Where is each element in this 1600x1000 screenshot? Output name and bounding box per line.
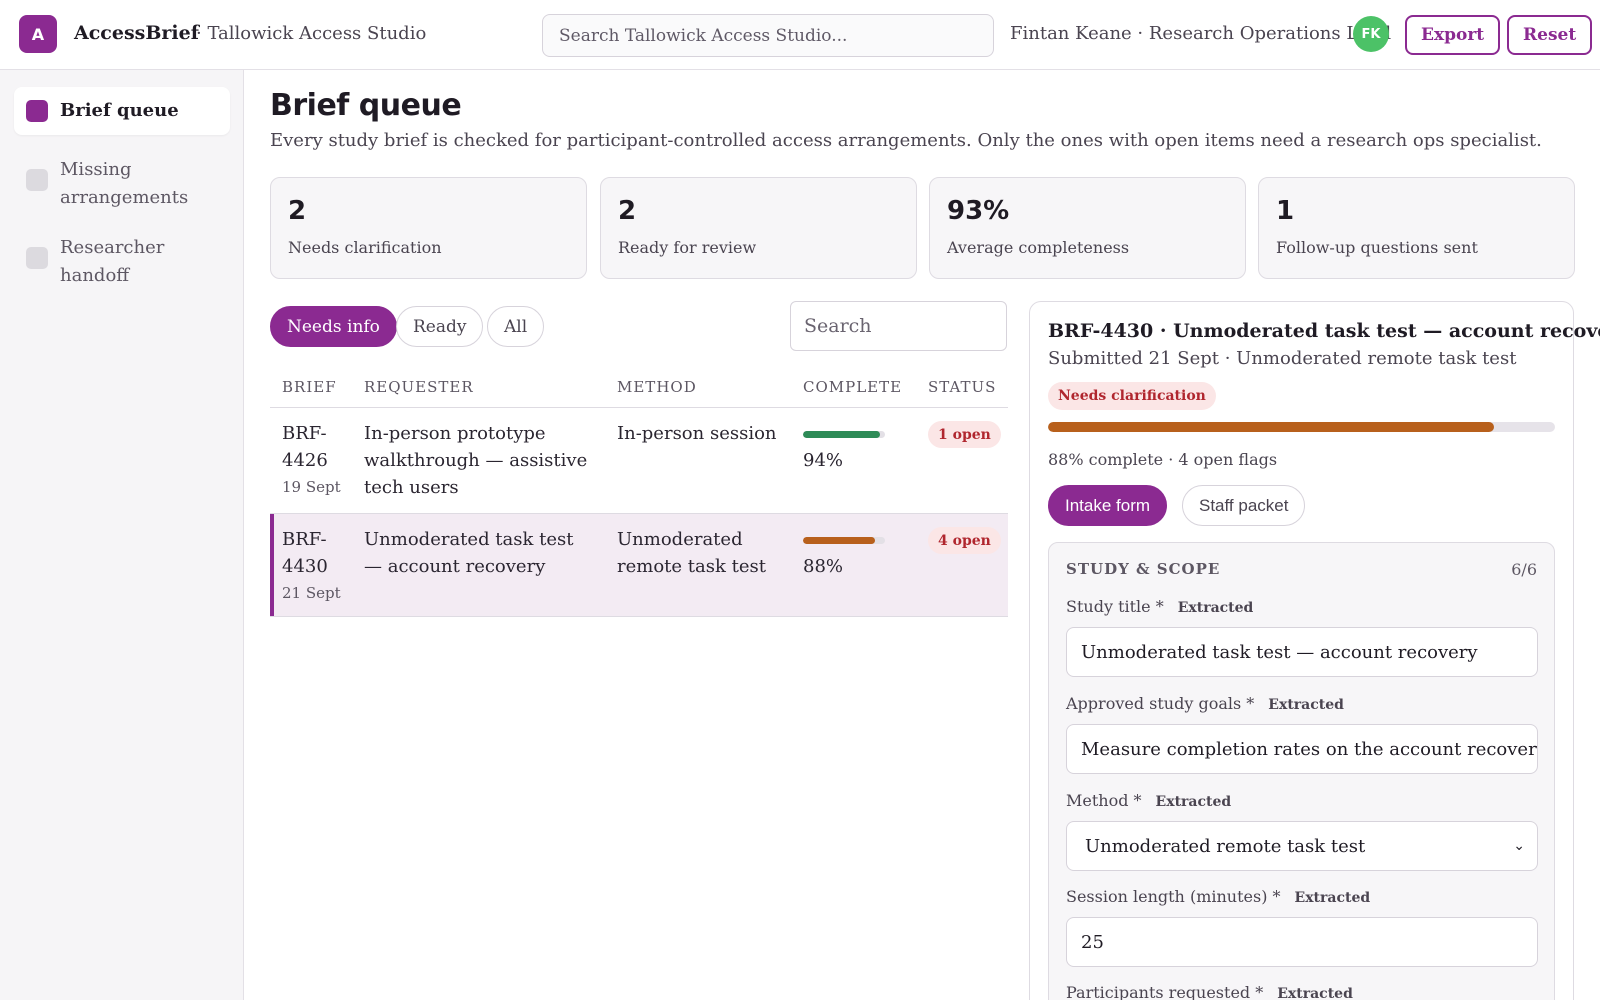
brief-queue-icon — [26, 100, 48, 122]
extracted-tag: Extracted — [1294, 890, 1371, 906]
column-header-status: STATUS — [928, 378, 997, 396]
brief-method: In-person session — [617, 423, 777, 444]
missing-arrangements-icon — [26, 169, 48, 191]
section-title: STUDY & SCOPE — [1066, 560, 1221, 578]
filter-ready[interactable]: Ready — [396, 306, 484, 347]
field-label-study-title: Study title * Extracted — [1066, 597, 1254, 616]
study-title-field[interactable]: Unmoderated task test — account recovery — [1066, 627, 1538, 677]
extracted-tag: Extracted — [1268, 697, 1344, 713]
stat-card-needs-clarification: 2 Needs clarification — [270, 177, 587, 279]
method-select-value: Unmoderated remote task test — [1085, 835, 1366, 857]
brief-date: 21 Sept — [282, 584, 341, 602]
brief-id: BRF- 4430 21 Sept — [282, 526, 341, 607]
column-header-requester: REQUESTER — [364, 378, 474, 396]
brief-detail-panel: BRF-4430 · Unmoderated task test — accou… — [1029, 301, 1600, 1000]
study-goals-field[interactable]: Measure completion rates on the account … — [1066, 724, 1538, 774]
stat-label: Follow-up questions sent — [1276, 238, 1478, 257]
detail-subtitle: Submitted 21 Sept · Unmoderated remote t… — [1048, 348, 1517, 369]
sidebar-item-brief-queue[interactable]: Brief queue — [14, 87, 230, 135]
filter-all[interactable]: All — [487, 306, 545, 347]
tab-staff-packet[interactable]: Staff packet — [1182, 485, 1306, 526]
brief-search-input[interactable] — [790, 301, 1007, 351]
table-divider — [270, 407, 1008, 408]
brief-complete: 94% — [803, 450, 844, 471]
extracted-tag: Extracted — [1277, 986, 1353, 1000]
column-header-method: METHOD — [617, 378, 697, 396]
field-label-session-length: Session length (minutes) * Extracted — [1066, 887, 1371, 906]
extracted-tag: Extracted — [1177, 600, 1254, 616]
section-count: 6/6 — [1511, 560, 1537, 579]
completeness-bar-fill — [803, 431, 881, 438]
stat-value: 2 — [618, 196, 637, 226]
app-logo: A — [19, 15, 57, 53]
stat-value: 1 — [1276, 196, 1295, 226]
avatar[interactable]: FK — [1353, 16, 1389, 52]
stat-card-ready-for-review: 2 Ready for review — [600, 177, 917, 279]
detail-progress-bar — [1048, 422, 1555, 432]
completeness-bar-fill — [803, 537, 876, 544]
extracted-tag: Extracted — [1155, 794, 1232, 810]
brief-id: BRF- 4426 19 Sept — [282, 420, 341, 501]
status-badge: 4 open — [928, 527, 1001, 554]
stat-card-average-completeness: 93% Average completeness — [929, 177, 1246, 279]
stat-label: Ready for review — [618, 238, 757, 257]
brief-requester: Unmoderated task test — account recovery — [364, 529, 574, 577]
sidebar: Brief queue Missing arrangements Researc… — [0, 70, 244, 1000]
stat-label: Average completeness — [947, 238, 1130, 257]
field-label-study-goals: Approved study goals * Extracted — [1066, 694, 1344, 713]
top-bar: A AccessBrief · Tallowick Access Studio … — [0, 0, 1600, 70]
org-name: · Tallowick Access Studio — [196, 23, 427, 44]
sidebar-item-missing-arrangements[interactable]: Missing arrangements — [14, 146, 230, 222]
method-select[interactable]: Unmoderated remote task test ⌄ — [1066, 821, 1538, 871]
filter-needs-info[interactable]: Needs info — [270, 306, 397, 347]
page-title: Brief queue — [270, 88, 462, 123]
stat-label: Needs clarification — [288, 238, 442, 257]
completeness-bar — [803, 431, 885, 438]
user-name: Fintan Keane · Research Operations Lead — [1010, 23, 1392, 44]
researcher-handoff-icon — [26, 247, 48, 269]
stat-value: 93% — [947, 196, 1010, 226]
detail-title: BRF-4430 · Unmoderated task test — accou… — [1048, 320, 1600, 342]
chevron-down-icon: ⌄ — [1513, 838, 1525, 854]
sidebar-item-label: Researcher handoff — [60, 237, 165, 286]
status-badge: 1 open — [928, 421, 1001, 448]
brief-complete: 88% — [803, 556, 844, 577]
brief-method: Unmoderated remote task test — [617, 529, 766, 577]
table-divider — [270, 616, 1008, 617]
page-subtitle: Every study brief is checked for partici… — [270, 130, 1542, 151]
field-label-participants: Participants requested * Extracted — [1066, 983, 1353, 1000]
sidebar-item-label: Missing arrangements — [60, 159, 189, 208]
export-button[interactable]: Export — [1405, 15, 1501, 55]
detail-progress-fill — [1048, 422, 1495, 432]
sidebar-item-label: Brief queue — [60, 100, 179, 121]
reset-button[interactable]: Reset — [1507, 15, 1593, 55]
sidebar-item-researcher-handoff[interactable]: Researcher handoff — [14, 224, 230, 300]
brief-requester: In-person prototype walkthrough — assist… — [364, 423, 588, 498]
stat-card-follow-up-questions: 1 Follow-up questions sent — [1258, 177, 1575, 279]
detail-progress-text: 88% complete · 4 open flags — [1048, 450, 1278, 469]
table-divider — [270, 513, 1008, 514]
status-badge: Needs clarification — [1048, 382, 1216, 410]
global-search-input[interactable] — [542, 14, 994, 57]
tab-intake-form[interactable]: Intake form — [1048, 485, 1168, 526]
column-header-complete: COMPLETE — [803, 378, 903, 396]
table-row-selected[interactable]: BRF- 4430 21 Sept Unmoderated task test … — [270, 514, 1008, 616]
field-label-method: Method * Extracted — [1066, 791, 1232, 810]
session-length-field[interactable]: 25 — [1066, 917, 1538, 967]
brief-date: 19 Sept — [282, 478, 341, 496]
completeness-bar — [803, 537, 885, 544]
study-scope-section: STUDY & SCOPE 6/6 Study title * Extracted… — [1048, 542, 1555, 1000]
table-row[interactable]: BRF- 4426 19 Sept In-person prototype wa… — [270, 408, 1008, 513]
app-name: AccessBrief — [74, 22, 199, 44]
column-header-brief: BRIEF — [282, 378, 337, 396]
stat-value: 2 — [288, 196, 307, 226]
